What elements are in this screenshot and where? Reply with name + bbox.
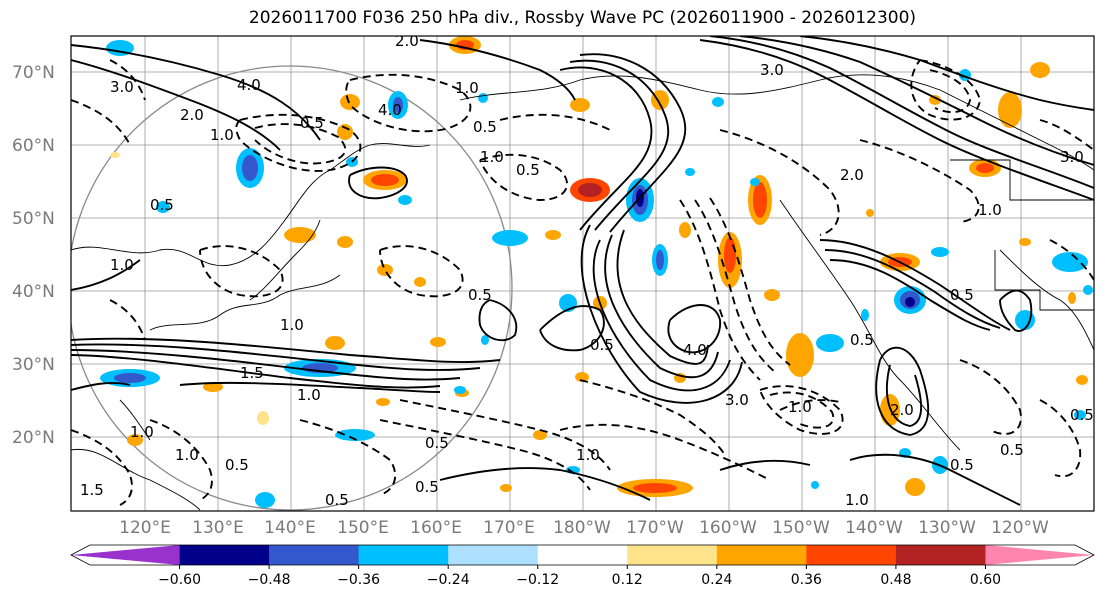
- contour-label: 1.5: [80, 481, 104, 499]
- lon-label-170e: 170°E: [483, 518, 535, 538]
- colorbar-tick-label: −0.24: [427, 572, 470, 588]
- contour-label: 2.0: [890, 401, 914, 419]
- colorbar-segment: [806, 545, 897, 565]
- contour-label: 0.5: [473, 118, 497, 136]
- lon-label-160w: 160°W: [699, 518, 757, 538]
- contour-label: 3.0: [1060, 148, 1084, 166]
- contour-labels: 4.0 2.0 3.0 1.0 0.5 2.0 4.0 1.0 1.0 0.5 …: [80, 32, 1094, 509]
- colorbar-tick-label: 0.48: [880, 572, 911, 588]
- contour-label: 1.0: [480, 148, 504, 166]
- contour-label: 0.5: [1070, 406, 1094, 424]
- lon-label-140e: 140°E: [264, 518, 316, 538]
- contour-label: 0.5: [950, 286, 974, 304]
- shading-positive: [110, 36, 1088, 497]
- lon-label-140w: 140°W: [845, 518, 903, 538]
- contour-label: 3.0: [110, 78, 134, 96]
- contour-label: 2.0: [180, 106, 204, 124]
- lon-label-120e: 120°E: [119, 518, 171, 538]
- colorbar-tick-label: −0.12: [516, 572, 559, 588]
- lon-label-160e: 160°E: [410, 518, 462, 538]
- colorbar-tick-label: 0.60: [970, 572, 1001, 588]
- colorbar-tick-label: 0.36: [791, 572, 822, 588]
- contour-label: 0.5: [425, 434, 449, 452]
- contour-label: 3.0: [725, 391, 749, 409]
- colorbar-tick-label: −0.60: [158, 572, 201, 588]
- lon-label-180w: 180°W: [553, 518, 611, 538]
- contour-label: 1.0: [130, 423, 154, 441]
- colorbar-outline: [70, 544, 1095, 566]
- colorbar-segment: [716, 545, 807, 565]
- contour-label: 4.0: [378, 101, 402, 119]
- colorbar-tick-label: 0.24: [701, 572, 732, 588]
- contour-label: 1.0: [845, 491, 869, 509]
- contour-label: 1.5: [240, 364, 264, 382]
- lat-label-60: 60°N: [12, 136, 55, 156]
- contour-label: 1.0: [576, 446, 600, 464]
- contour-label: 1.0: [175, 446, 199, 464]
- colorbar-segment: [985, 545, 1094, 565]
- latitude-axis: 70°N 60°N 50°N 40°N 30°N 20°N: [12, 63, 55, 448]
- contour-label: 1.0: [280, 316, 304, 334]
- colorbar: −0.60 −0.48 −0.36 −0.24 −0.12 0.12 0.24 0.36 0.4…: [70, 544, 1095, 588]
- colorbar-segment: [448, 545, 539, 565]
- contour-label: 1.0: [978, 201, 1002, 219]
- colorbar-segment: [627, 545, 718, 565]
- contour-label: 0.5: [590, 336, 614, 354]
- range-circle: [71, 65, 513, 511]
- map-frame: [70, 35, 1095, 512]
- colorbar-tick-label: 0.12: [612, 572, 643, 588]
- contour-label: 0.5: [225, 456, 249, 474]
- map-title: 2026011700 F036 250 hPa div., Rossby Wav…: [248, 8, 917, 28]
- contour-label: 2.0: [395, 32, 419, 50]
- colorbar-segment: [895, 545, 986, 565]
- longitude-axis: 120°E 130°E 140°E 150°E 160°E 170°E 180°…: [119, 518, 1049, 538]
- contour-label: 0.5: [468, 286, 492, 304]
- lon-label-150w: 150°W: [772, 518, 830, 538]
- contour-label: 1.0: [455, 79, 479, 97]
- contour-label: 0.5: [1000, 441, 1024, 459]
- colorbar-segment: [537, 545, 628, 565]
- contour-label: 0.5: [516, 161, 540, 179]
- lat-label-50: 50°N: [12, 209, 55, 229]
- lon-label-150e: 150°E: [337, 518, 389, 538]
- contour-label: 0.5: [850, 331, 874, 349]
- colorbar-tick-label: −0.48: [248, 572, 291, 588]
- contour-label: 3.0: [760, 61, 784, 79]
- lon-label-130w: 130°W: [918, 518, 976, 538]
- colorbar-segment: [179, 545, 270, 565]
- contours-dashed: [71, 59, 1094, 506]
- contour-label: 4.0: [683, 341, 707, 359]
- lon-label-120w: 120°W: [991, 518, 1049, 538]
- contour-label: 0.5: [300, 114, 324, 132]
- contour-label: 0.5: [150, 196, 174, 214]
- contour-label: 4.0: [237, 76, 261, 94]
- colorbar-segment: [358, 545, 449, 565]
- contour-label: 0.5: [415, 478, 439, 496]
- contour-label: 1.0: [297, 386, 321, 404]
- map-plot-area[interactable]: 4.0 2.0 3.0 1.0 0.5 2.0 4.0 1.0 1.0 0.5 …: [68, 32, 1095, 512]
- contours-solid: [71, 36, 1094, 506]
- contour-label: 1.0: [788, 398, 812, 416]
- contour-label: 2.0: [840, 166, 864, 184]
- contour-label: 0.5: [325, 491, 349, 509]
- lat-label-70: 70°N: [12, 63, 55, 83]
- lat-label-20: 20°N: [12, 428, 55, 448]
- contour-label: 0.5: [950, 456, 974, 474]
- lon-label-130e: 130°E: [192, 518, 244, 538]
- colorbar-segment: [269, 545, 360, 565]
- lon-label-170w: 170°W: [626, 518, 684, 538]
- contour-label: 1.0: [110, 256, 134, 274]
- colorbar-segment: [71, 545, 180, 565]
- lat-label-30: 30°N: [12, 355, 55, 375]
- colorbar-tick-label: −0.36: [337, 572, 380, 588]
- lat-label-40: 40°N: [12, 282, 55, 302]
- contour-label: 1.0: [210, 126, 234, 144]
